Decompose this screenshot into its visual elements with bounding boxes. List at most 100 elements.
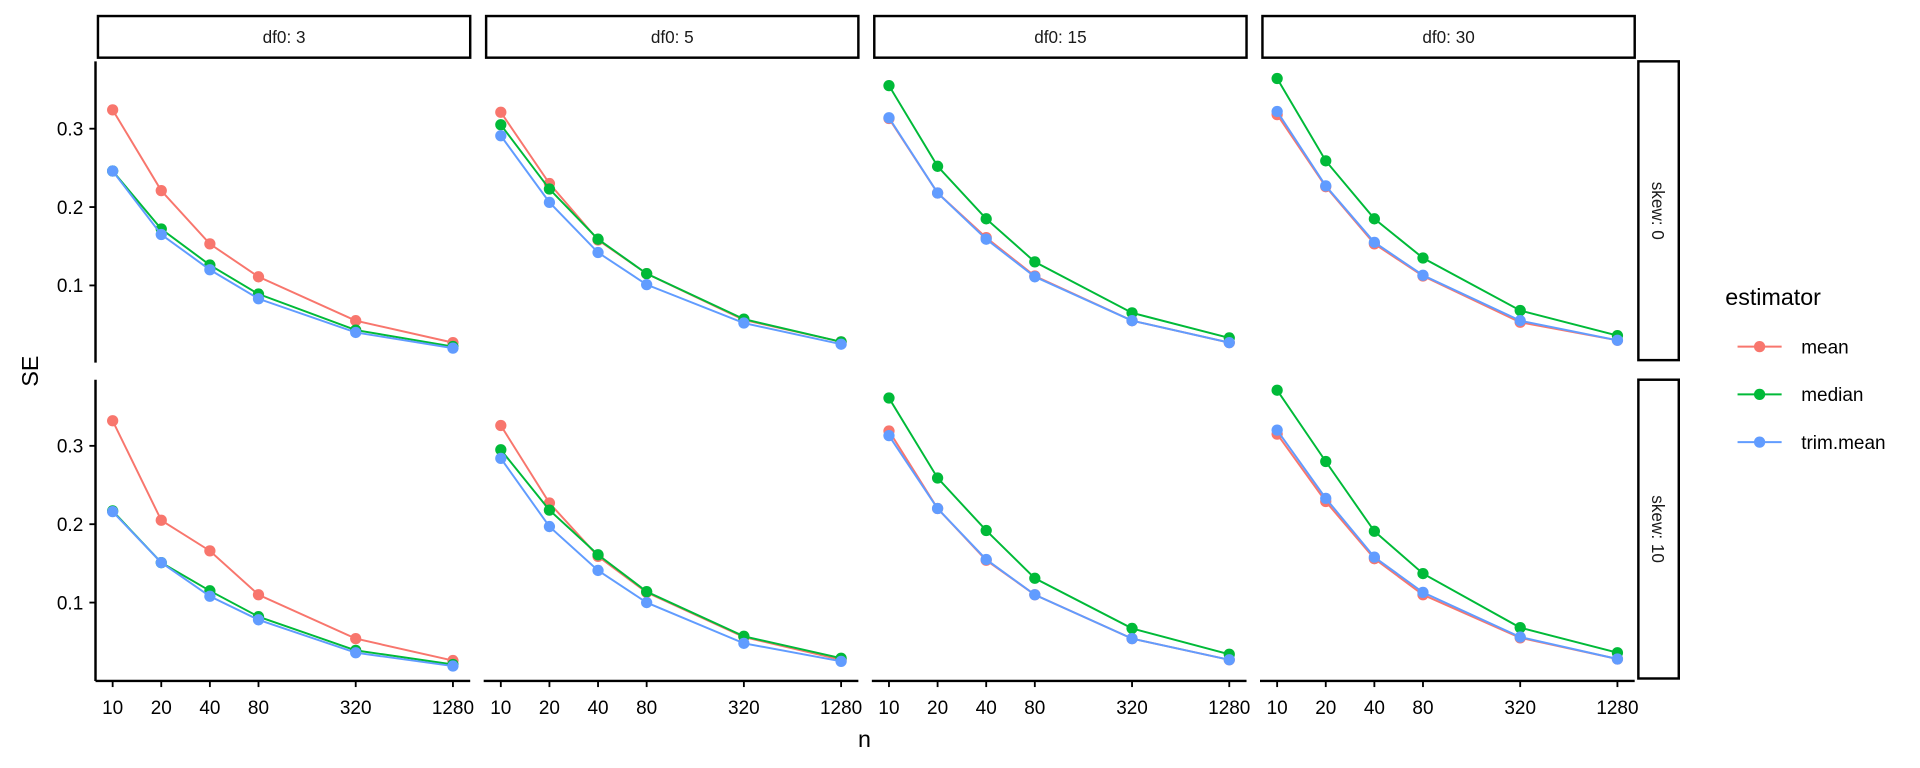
series-line-mean xyxy=(888,117,1230,344)
series-line-trim-mean xyxy=(1276,429,1618,660)
facet-panel xyxy=(107,415,459,672)
data-point-median xyxy=(641,268,653,280)
strip-box xyxy=(484,14,860,59)
data-point-trim-mean xyxy=(1029,271,1041,283)
data-point-median xyxy=(543,504,556,516)
strip-box xyxy=(96,14,472,59)
series-line-median xyxy=(111,510,454,666)
series-line-median xyxy=(888,397,1230,656)
data-point-median xyxy=(495,119,507,131)
data-point-trim-mean xyxy=(155,556,167,569)
strip-box xyxy=(1637,378,1680,680)
data-point-trim-mean xyxy=(1029,589,1041,601)
facet-panel xyxy=(883,79,1235,349)
data-point-trim-mean xyxy=(107,506,119,518)
data-point-median xyxy=(1514,304,1526,317)
facet-panel xyxy=(107,104,459,354)
x-axis: 10 20 40 80 320 1280 xyxy=(1260,679,1639,719)
series-line-mean xyxy=(1276,433,1618,660)
data-point-trim-mean xyxy=(447,660,459,672)
legend-item: mean xyxy=(1737,337,1849,358)
strip-box xyxy=(1261,14,1636,59)
x-tick-label: 320 xyxy=(1116,698,1148,719)
x-tick-label: 10 xyxy=(878,698,899,719)
data-point-median xyxy=(1271,72,1283,85)
series-line-mean xyxy=(111,109,454,344)
data-point-median xyxy=(495,444,507,456)
facet-strip-column: df0: 3 xyxy=(96,14,472,59)
data-point-trim-mean xyxy=(1417,269,1429,281)
series-line-median xyxy=(500,124,842,343)
data-point-trim-mean xyxy=(592,246,604,259)
series-line-mean xyxy=(499,424,842,661)
data-point-trim-mean xyxy=(204,590,216,602)
strip-label: skew: 0 xyxy=(1648,182,1668,240)
data-point-median xyxy=(1029,256,1041,268)
data-point-median xyxy=(592,233,604,245)
strip-label: df0: 15 xyxy=(1034,27,1086,47)
data-point-trim-mean xyxy=(1611,653,1624,665)
x-tick-label: 20 xyxy=(927,698,948,719)
data-point-mean xyxy=(495,106,507,118)
x-axis-title: n xyxy=(858,726,871,752)
series-line-median xyxy=(111,170,454,348)
series-line-trim-mean xyxy=(1276,110,1618,342)
data-point-trim-mean xyxy=(543,520,556,533)
data-point-trim-mean xyxy=(107,165,119,177)
x-tick-label: 10 xyxy=(490,698,511,719)
y-axis-title: SE xyxy=(17,356,43,387)
x-tick-label: 40 xyxy=(587,698,608,719)
series-line-trim-mean xyxy=(111,510,454,668)
series-line-trim-mean xyxy=(888,435,1230,661)
legend-label: trim.mean xyxy=(1801,433,1885,454)
data-point-trim-mean xyxy=(1514,315,1526,327)
x-tick-label: 20 xyxy=(1315,698,1336,719)
data-point-trim-mean xyxy=(883,430,895,442)
x-tick-label: 20 xyxy=(151,698,172,719)
data-point-median xyxy=(1126,622,1138,635)
data-point-mean xyxy=(252,271,265,283)
strip-label: df0: 30 xyxy=(1422,27,1474,47)
facet-strip-column: df0: 30 xyxy=(1261,14,1636,59)
series-line-median xyxy=(888,85,1230,339)
data-point-trim-mean xyxy=(1223,654,1235,666)
data-point-trim-mean xyxy=(1271,105,1283,118)
data-point-trim-mean xyxy=(1126,315,1138,327)
data-point-mean xyxy=(107,415,119,427)
data-point-trim-mean xyxy=(350,647,362,659)
data-point-trim-mean xyxy=(252,293,265,305)
x-tick-label: 1280 xyxy=(432,698,474,719)
data-point-mean xyxy=(155,184,167,197)
legend-key-point xyxy=(1753,341,1766,353)
data-point-median xyxy=(641,585,653,598)
legend-key-point xyxy=(1753,436,1766,448)
data-point-median xyxy=(1514,622,1526,634)
strip-label: skew: 10 xyxy=(1648,495,1668,563)
y-tick-label: 0.1 xyxy=(57,276,83,297)
x-tick-label: 320 xyxy=(728,698,760,719)
data-point-trim-mean xyxy=(1368,236,1380,248)
y-tick-label: 0.3 xyxy=(57,119,83,140)
data-point-trim-mean xyxy=(1126,632,1138,645)
x-tick-label: 1280 xyxy=(820,698,862,719)
data-point-mean xyxy=(350,632,362,645)
facet-strip-column: df0: 15 xyxy=(873,14,1248,59)
x-axis: 10 20 40 80 320 1280 xyxy=(483,679,862,719)
data-point-trim-mean xyxy=(641,279,653,291)
data-point-trim-mean xyxy=(1368,551,1380,563)
data-point-trim-mean xyxy=(980,233,992,245)
legend-key-point xyxy=(1753,388,1766,401)
data-point-trim-mean xyxy=(931,187,944,199)
data-point-trim-mean xyxy=(641,596,653,609)
x-tick-label: 20 xyxy=(539,698,560,719)
data-point-trim-mean xyxy=(543,196,556,208)
series-line-mean xyxy=(500,111,842,343)
y-tick-label: 0.2 xyxy=(57,198,83,219)
legend: estimator mean median trim.mean xyxy=(1725,284,1885,454)
data-point-trim-mean xyxy=(155,228,167,241)
facet-panel xyxy=(495,419,847,667)
legend-label: mean xyxy=(1801,337,1848,358)
data-point-mean xyxy=(350,315,362,327)
y-tick-label: 0.1 xyxy=(57,593,83,614)
